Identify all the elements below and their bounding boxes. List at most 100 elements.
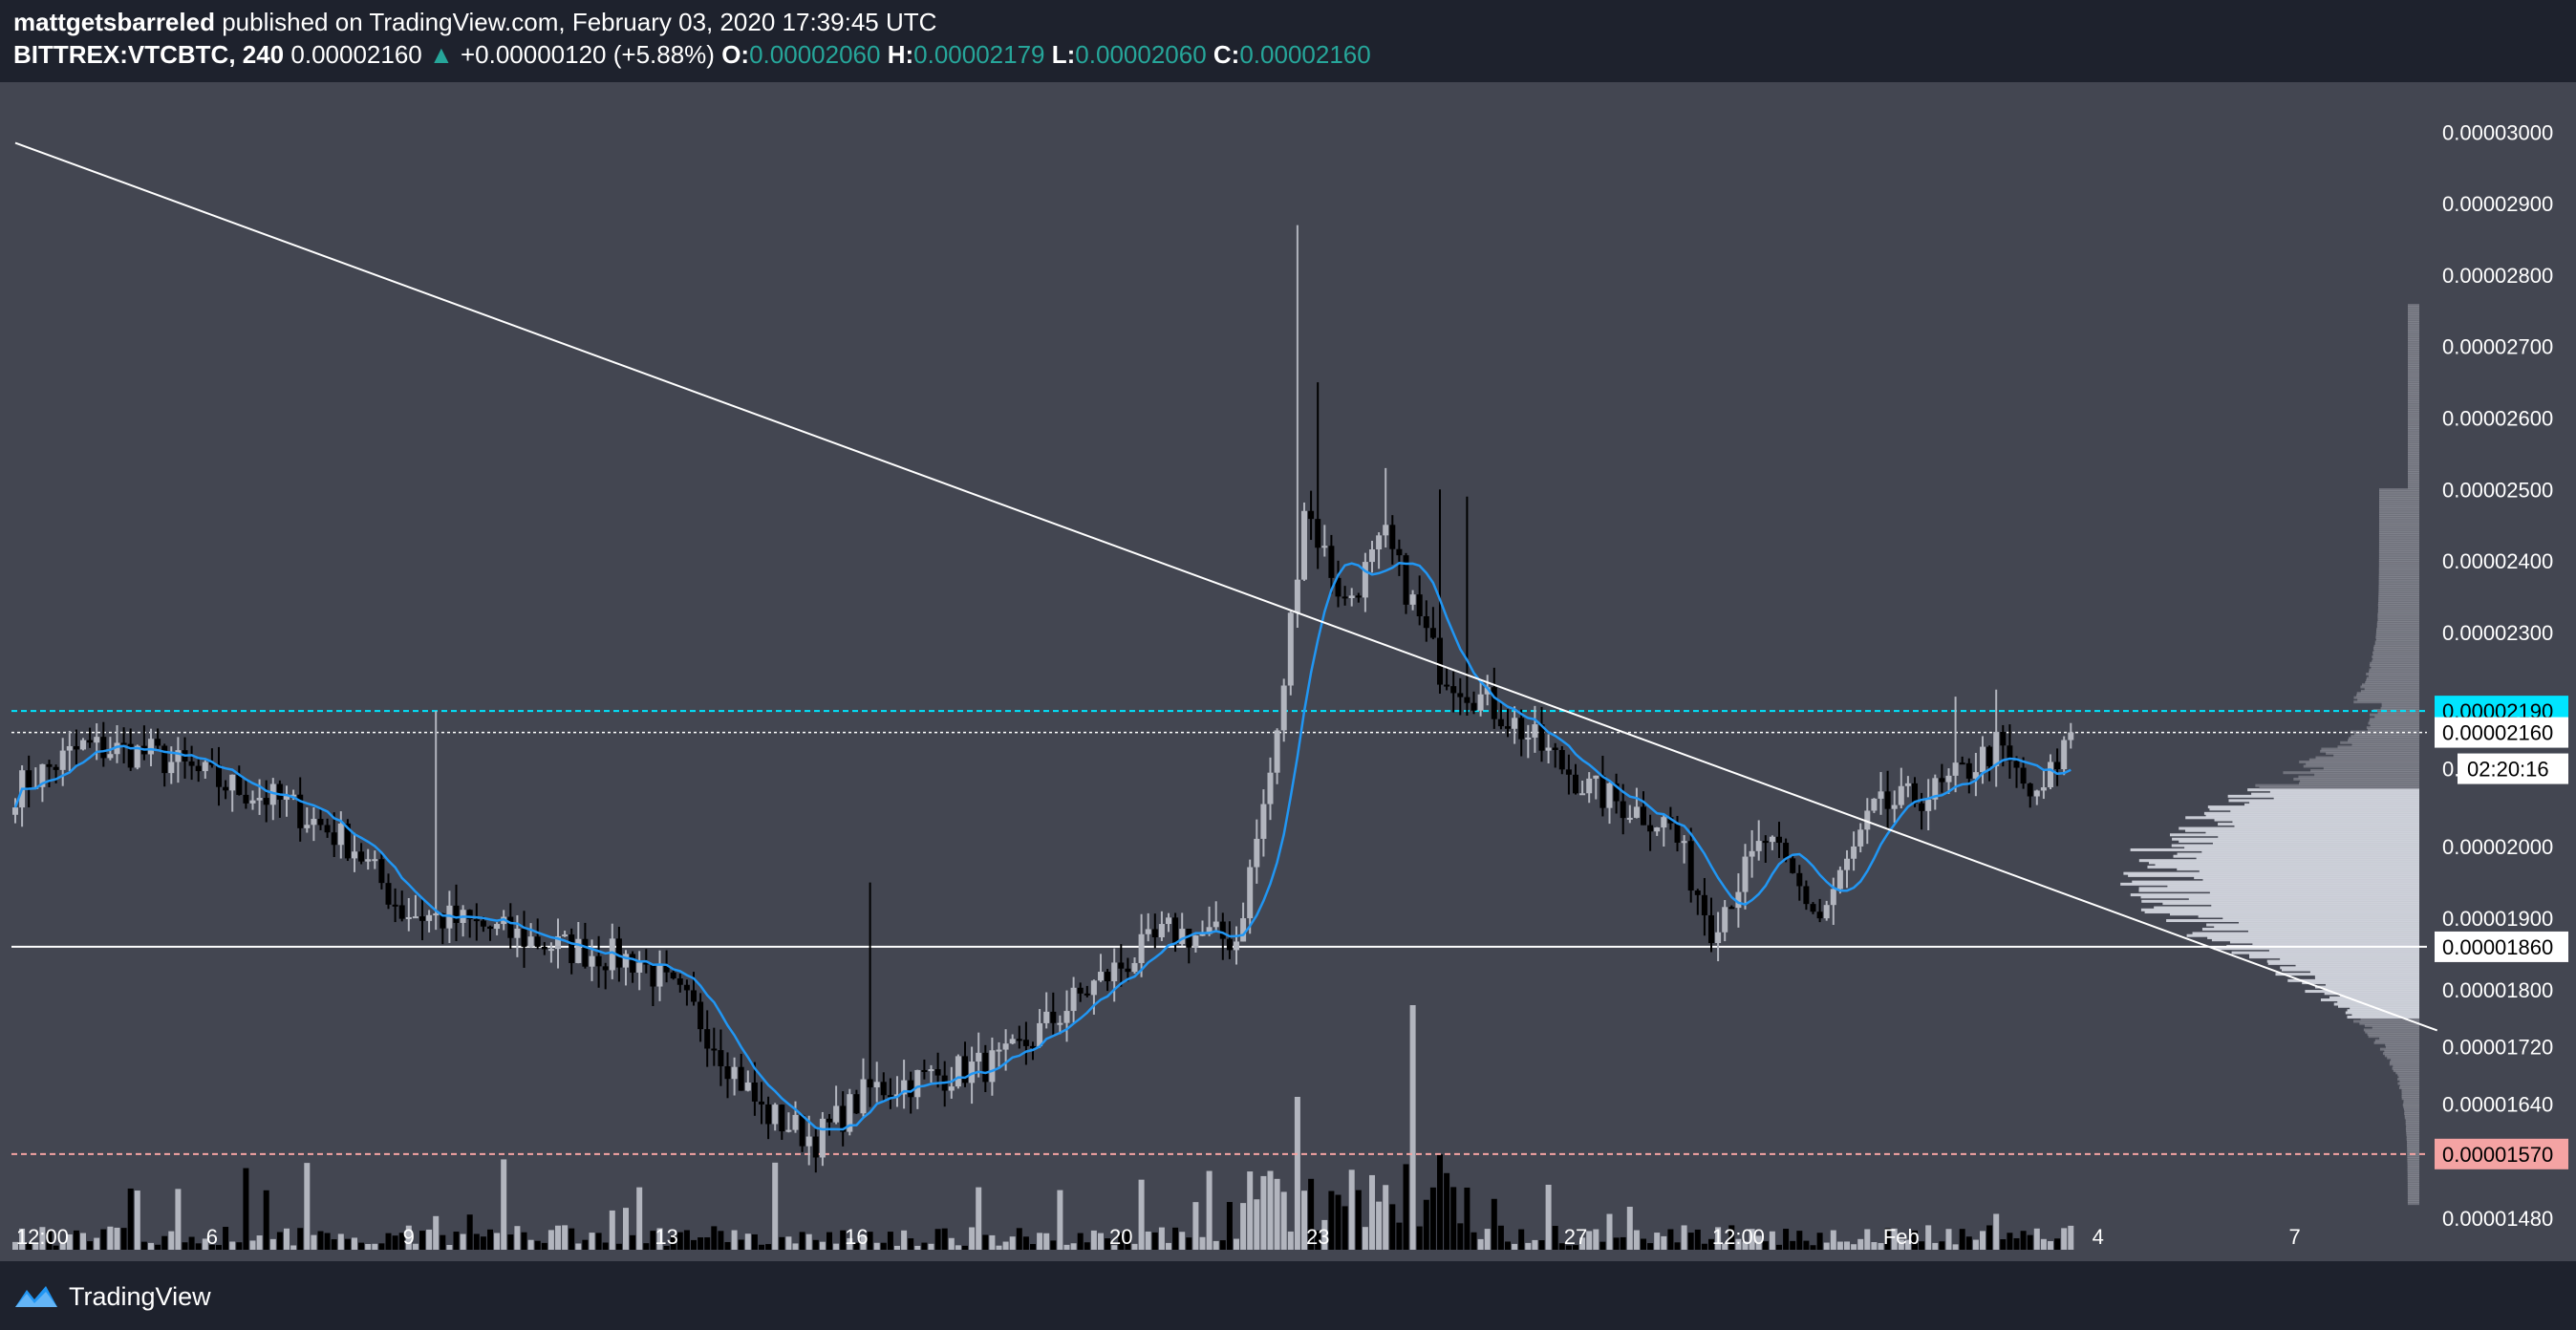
- candle-body: [466, 910, 473, 920]
- profile-row: [2372, 653, 2419, 656]
- price-axis[interactable]: 0.00003000 0.00002900 0.00002800 0.00002700…: [2435, 120, 2568, 1231]
- volume-bar: [216, 1245, 222, 1250]
- candle-body: [229, 774, 236, 791]
- volume-bar: [1694, 1229, 1701, 1250]
- profile-row: [2408, 327, 2419, 331]
- profile-row: [2353, 696, 2419, 699]
- candle-body: [934, 1069, 941, 1076]
- volume-bar: [1681, 1225, 1687, 1250]
- candle-body: [344, 823, 351, 859]
- volume-bar: [378, 1243, 385, 1250]
- volume-bar: [1532, 1239, 1538, 1250]
- price-tick-label: 0.00002700: [2442, 335, 2553, 359]
- candle-body: [223, 786, 229, 791]
- candle-body: [894, 1094, 900, 1097]
- profile-row: [2229, 940, 2419, 944]
- ohlc-line: BITTREX:VTCBTC, 240 0.00002160 ▲ +0.0000…: [13, 40, 1371, 70]
- profile-row: [2403, 1105, 2419, 1109]
- trendlines[interactable]: [14, 141, 2438, 1032]
- volume-bar: [704, 1237, 711, 1250]
- volume-bar: [1484, 1229, 1491, 1250]
- profile-row: [2249, 801, 2419, 804]
- volume-bar: [2033, 1228, 2040, 1250]
- candle-body: [1810, 904, 1816, 912]
- profile-row: [2148, 861, 2419, 865]
- profile-row: [2407, 442, 2419, 446]
- candle-body: [2020, 767, 2027, 784]
- volume-bar: [1830, 1230, 1836, 1250]
- profile-row: [2397, 1073, 2419, 1077]
- candle-body: [1830, 889, 1836, 906]
- brand[interactable]: TradingView: [13, 1277, 211, 1316]
- profile-row: [2407, 454, 2419, 458]
- candle-body: [39, 763, 46, 787]
- publish-line: mattgetsbarreled published on TradingVie…: [13, 8, 936, 37]
- profile-row: [2407, 1169, 2419, 1173]
- volume-bar: [263, 1190, 269, 1250]
- profile-row: [2185, 828, 2419, 832]
- profile-row: [2405, 1123, 2419, 1126]
- candle-body: [473, 919, 480, 922]
- profile-row: [2378, 488, 2419, 492]
- candle-body: [161, 745, 168, 774]
- candle-body: [1993, 731, 2000, 766]
- volume-bar: [663, 1245, 670, 1250]
- profile-row: [2378, 587, 2419, 590]
- candle-body: [1213, 921, 1219, 928]
- volume-bar: [433, 1215, 440, 1250]
- candle-body: [1715, 932, 1722, 944]
- candle-body: [358, 851, 365, 862]
- candle-body: [1586, 778, 1593, 794]
- profile-row: [2369, 668, 2419, 672]
- candle-body: [304, 825, 311, 828]
- candle-body: [1728, 907, 1735, 910]
- horizontal-lines: [11, 710, 2427, 1155]
- profile-row: [2408, 392, 2419, 396]
- profile-row: [2406, 1135, 2419, 1139]
- candle-body: [46, 763, 53, 767]
- profile-row: [2207, 805, 2419, 809]
- profile-row: [2398, 1075, 2419, 1079]
- volume-bar: [1898, 1239, 1904, 1250]
- candle-body: [1043, 1011, 1050, 1023]
- volume-bar: [698, 1237, 704, 1250]
- symbol-label[interactable]: BITTREX:VTCBTC, 240: [13, 40, 285, 69]
- volume-bar: [1002, 1241, 1009, 1250]
- low-value: 0.00002060: [1075, 40, 1207, 69]
- candle-body: [948, 1086, 955, 1091]
- price-chart[interactable]: 0.00003000 0.00002900 0.00002800 0.00002700…: [0, 82, 2576, 1263]
- profile-row: [2408, 314, 2419, 318]
- profile-row: [2408, 434, 2419, 438]
- candle-body: [1878, 791, 1884, 799]
- volume-bar: [521, 1232, 527, 1250]
- volume-bar: [1043, 1233, 1050, 1250]
- author-name[interactable]: mattgetsbarreled: [13, 8, 215, 36]
- volume-bar: [412, 1243, 419, 1250]
- volume-bar: [2040, 1238, 2047, 1250]
- profile-row: [2120, 882, 2419, 886]
- candle-body: [1016, 1039, 1022, 1041]
- volume-bar: [1871, 1241, 1878, 1250]
- profile-row: [2378, 578, 2419, 582]
- candle-body: [1321, 546, 1328, 548]
- volume-bar: [1864, 1229, 1871, 1250]
- profile-row: [2407, 460, 2419, 463]
- volume-bar: [1348, 1169, 1355, 1250]
- profile-row: [2247, 788, 2419, 792]
- volume-bar: [311, 1234, 317, 1250]
- time-axis[interactable]: 12:00 6 9 13 16 20 23 27 12:00 Feb 4 7: [16, 1225, 2301, 1249]
- profile-row: [2403, 1099, 2419, 1103]
- profile-row: [2407, 1193, 2419, 1197]
- trendline: [14, 141, 2438, 1032]
- volume-bar: [256, 1235, 263, 1250]
- candle-body: [575, 938, 582, 963]
- volume-bar: [1965, 1236, 1972, 1250]
- price-tick-label: 0.00001640: [2442, 1092, 2553, 1116]
- candle-body: [1111, 962, 1118, 982]
- candle-body: [833, 1105, 840, 1123]
- profile-row: [2320, 998, 2419, 1002]
- candle-body: [331, 832, 337, 846]
- profile-row: [2397, 1078, 2419, 1082]
- candle-body: [527, 936, 534, 947]
- candle-body: [297, 794, 304, 828]
